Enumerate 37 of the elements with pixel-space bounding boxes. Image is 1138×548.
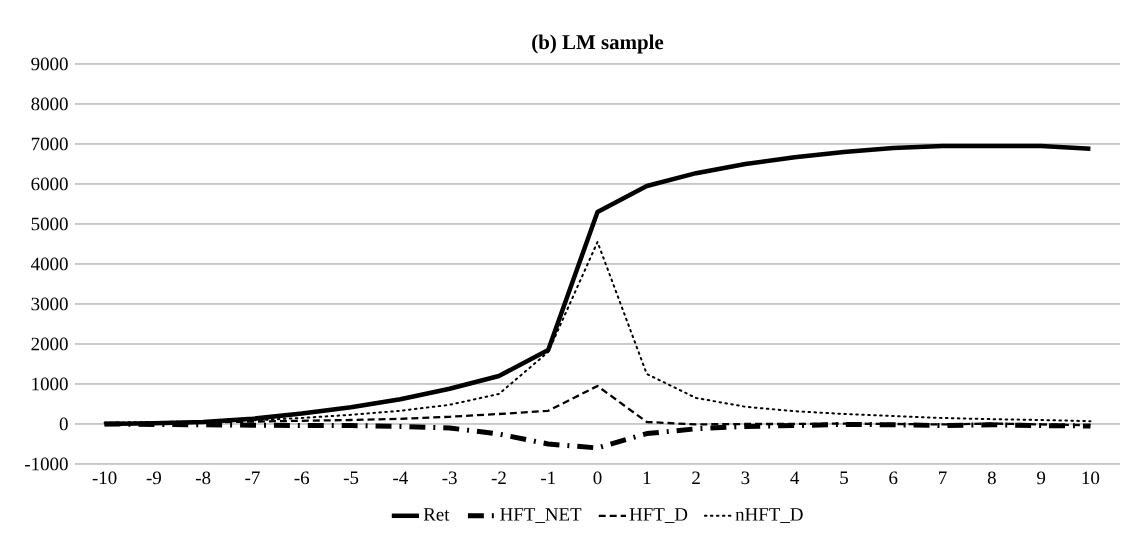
y-tick-label: 5000 [31,217,68,231]
x-tick-label: -5 [343,471,359,485]
y-tick-label: 0 [59,417,68,431]
x-tick-label: 10 [1082,471,1100,485]
x-tick-label: 1 [643,471,651,484]
legend-label: Ret [423,508,450,521]
x-tick-label: 4 [790,471,800,484]
y-tick-label: 3000 [31,297,68,311]
y-tick-label: 4000 [31,257,68,271]
x-tick-label: 3 [741,471,750,485]
y-tick-label: 2000 [31,337,68,351]
x-tick-label: -8 [195,471,211,485]
legend-label: HFT_D [629,508,688,524]
x-tick-label: -2 [491,471,506,485]
y-tick-label: 8000 [31,97,68,111]
x-tick-label: -10 [92,471,117,485]
x-tick-label: -7 [245,471,260,484]
x-tick-label: 7 [939,471,947,484]
x-tick-label: 8 [987,471,996,485]
x-tick-label: 2 [692,471,700,485]
y-tick-label: 1000 [32,377,68,391]
x-tick-label: -3 [442,471,457,485]
x-tick-label: 5 [840,471,848,485]
chart-title: (b) LM sample [532,34,664,54]
y-tick-label: -1000 [25,457,68,471]
y-tick-label: 6000 [31,177,68,191]
x-tick-label: 0 [593,471,602,485]
x-tick-label: -1 [541,471,555,484]
x-tick-label: 9 [1037,471,1046,485]
legend-label: nHFT_D [735,508,803,524]
y-tick-label: 9000 [31,57,68,71]
legend-label: HFT_NET [500,508,582,524]
x-tick-label: -4 [393,471,408,484]
x-tick-label: -9 [146,471,161,485]
x-tick-label: 6 [889,471,898,485]
y-tick-label: 7000 [31,137,68,151]
x-tick-label: -6 [294,471,310,485]
